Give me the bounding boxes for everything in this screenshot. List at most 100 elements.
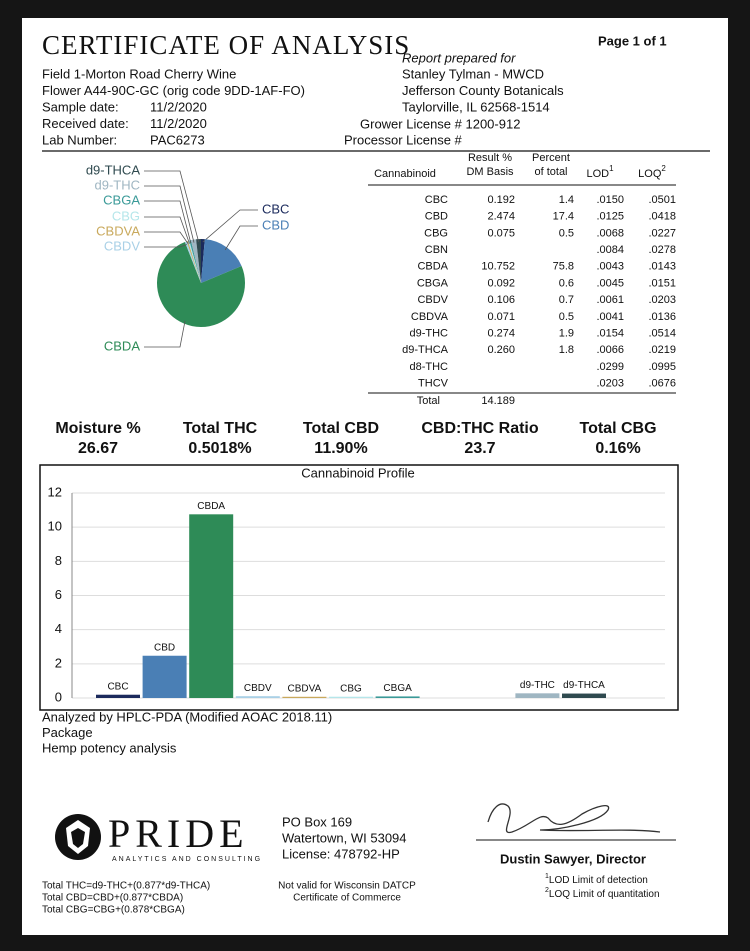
pie-slice	[201, 239, 205, 283]
table-header: Cannabinoid	[374, 168, 436, 180]
table-cell: .0136	[648, 311, 676, 323]
table-cell: 1.9	[559, 328, 574, 340]
table-row-label: CBDA	[417, 261, 448, 273]
bar	[562, 693, 606, 698]
leader-line	[144, 244, 187, 248]
pie-label: CBC	[262, 201, 289, 216]
bar-label: CBDVA	[288, 683, 322, 694]
table-cell: .0514	[648, 328, 676, 340]
table-cell: 0.075	[487, 227, 515, 239]
table-cell: .0041	[596, 311, 624, 323]
signature	[487, 803, 661, 834]
table-cell: .0066	[596, 344, 624, 356]
method-line: Hemp potency analysis	[42, 740, 177, 755]
summary-label: Total CBG	[579, 420, 656, 437]
signer: Dustin Sawyer, Director	[500, 851, 646, 866]
bar-label: CBDA	[197, 501, 225, 512]
table-cell: .0299	[596, 361, 624, 373]
method-line: Analyzed by HPLC-PDA (Modified AOAC 2018…	[42, 709, 332, 724]
bar	[142, 655, 187, 698]
table-header: Result %	[468, 152, 512, 164]
note: 2LOQ Limit of quantitation	[545, 887, 660, 900]
bar-label: CBG	[340, 683, 362, 694]
table-cell: 0.192	[487, 194, 515, 206]
y-tick-label: 10	[48, 519, 62, 534]
table-cell: 0.5	[559, 311, 574, 323]
table-header: Percent	[532, 152, 570, 164]
table-cell: 0.092	[487, 277, 515, 289]
superscript: 2	[545, 887, 549, 894]
superscript: 1	[609, 164, 614, 173]
pie-slice	[186, 240, 201, 283]
chart-title: Cannabinoid Profile	[301, 465, 414, 480]
bar-label: CBD	[154, 642, 175, 653]
table-cell: .0143	[648, 261, 676, 273]
table-cell: 0.5	[559, 227, 574, 239]
pie-slice	[184, 241, 201, 283]
table-cell: .0203	[648, 294, 676, 306]
table-row-label: d8-THC	[409, 361, 448, 373]
formula: Total CBG=CBG+(0.878*CBGA)	[42, 905, 185, 916]
table-row-label: CBC	[425, 194, 448, 206]
table-cell: .0501	[648, 194, 676, 206]
superscript: 1	[545, 873, 549, 880]
disclaimer: Certificate of Commerce	[293, 893, 401, 904]
leader-line	[202, 209, 258, 243]
pie-label: CBDV	[104, 238, 140, 253]
summary-label: Total THC	[183, 420, 258, 437]
bar	[282, 696, 327, 698]
bar	[189, 514, 234, 698]
pie-label: CBG	[112, 208, 140, 223]
table-total: 14.189	[481, 395, 515, 407]
table-row-label: CBDVA	[411, 311, 449, 323]
summary-value: 0.5018%	[188, 440, 251, 457]
table-row-label: THCV	[418, 378, 449, 390]
table-cell: .0045	[596, 277, 624, 289]
pie-slice	[188, 240, 201, 283]
bar	[329, 696, 373, 698]
y-tick-label: 4	[55, 621, 62, 636]
paper	[22, 18, 728, 935]
pie-slice	[156, 242, 245, 328]
logo-tagline: ANALYTICS AND CONSULTING	[112, 856, 262, 863]
field-label: Lab Number:	[42, 132, 117, 147]
table-cell: 10.752	[481, 261, 515, 273]
table-row-label: d9-THCA	[402, 344, 449, 356]
table-cell: .0278	[648, 244, 676, 256]
summary-value: 0.16%	[595, 440, 640, 457]
logo-icon	[55, 814, 101, 860]
prepared-line: Jefferson County Botanicals	[402, 83, 564, 98]
table-cell: .0219	[648, 344, 676, 356]
bar	[515, 693, 560, 698]
summary-value: 26.67	[78, 440, 118, 457]
title: CERTIFICATE OF ANALYSIS	[42, 30, 410, 60]
pie-label: d9-THCA	[86, 162, 141, 177]
leader-line	[144, 320, 186, 348]
table-cell: 1.8	[559, 344, 574, 356]
leader-line	[144, 200, 192, 244]
table-row-label: CBGA	[417, 277, 449, 289]
leader-line	[144, 216, 190, 244]
sample-line: Field 1-Morton Road Cherry Wine	[42, 66, 236, 81]
table-cell: .0084	[596, 244, 624, 256]
prepared-line: Taylorville, IL 62568-1514	[402, 99, 550, 114]
pie-label: CBD	[262, 217, 289, 232]
summary-value: 11.90%	[314, 440, 367, 457]
table-cell: 0.274	[487, 328, 515, 340]
field-value: PAC6273	[150, 132, 205, 147]
field-label: Received date:	[42, 116, 129, 131]
table-cell: 0.6	[559, 277, 574, 289]
table-cell: .0151	[648, 277, 676, 289]
table-row-label: CBG	[424, 227, 448, 239]
table-cell: .0125	[596, 211, 624, 223]
field-label: Sample date:	[42, 99, 119, 114]
table-row-label: CBD	[425, 211, 448, 223]
table-row-label: CBN	[425, 244, 448, 256]
pie-label: d9-THC	[94, 177, 140, 192]
summary-label: Total CBD	[303, 420, 379, 437]
y-tick-label: 6	[55, 587, 62, 602]
note: 1LOD Limit of detection	[545, 873, 648, 886]
pie-slice	[190, 239, 201, 283]
bar	[375, 696, 420, 698]
